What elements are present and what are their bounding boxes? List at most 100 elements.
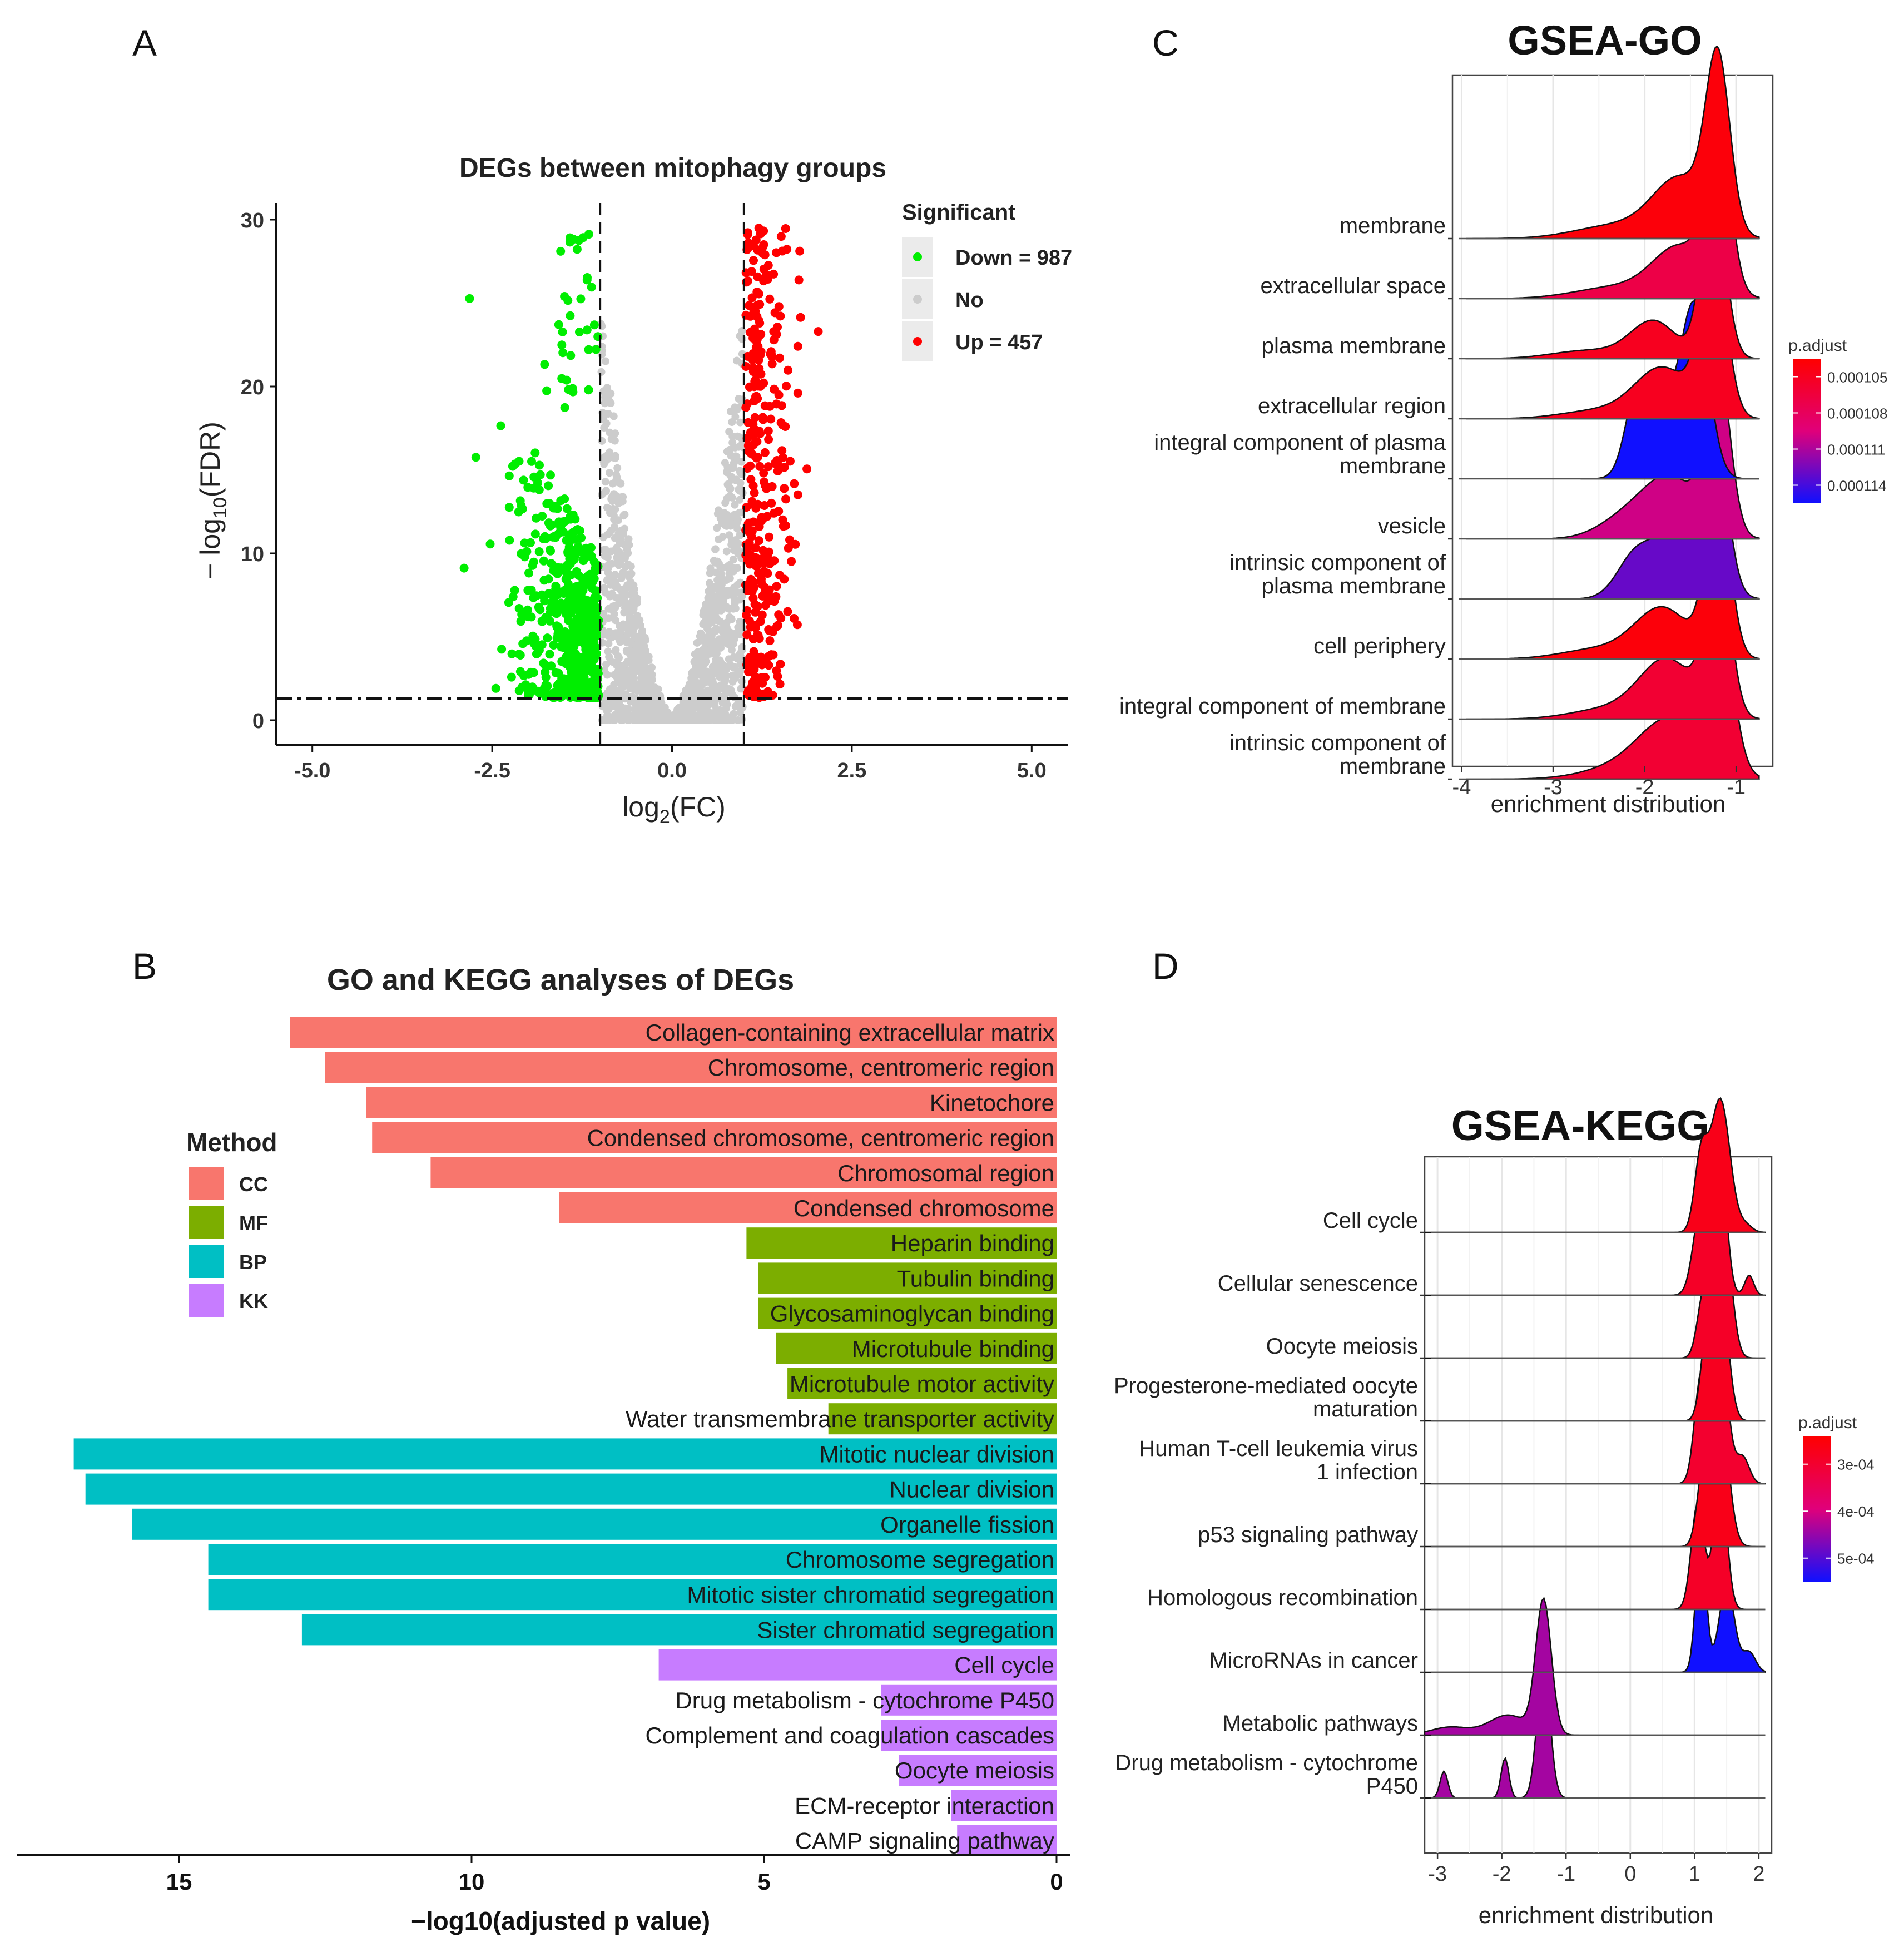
volcano-point-no xyxy=(733,524,742,533)
volcano-point-no xyxy=(622,563,629,571)
ridge-label: Homologous recombination xyxy=(1147,1586,1418,1610)
volcano-point-no xyxy=(636,616,644,625)
volcano-point-no xyxy=(700,688,708,697)
volcano-point-down xyxy=(519,475,528,485)
bar-label: Microtubule binding xyxy=(852,1336,1054,1362)
volcano-point-no xyxy=(711,558,720,567)
volcano-point-no xyxy=(608,580,617,588)
volcano-point-down xyxy=(568,384,577,393)
ridge-label: intrinsic component of xyxy=(1229,731,1446,755)
volcano-point-down xyxy=(515,667,525,676)
volcano-point-up xyxy=(767,359,777,369)
volcano-point-down xyxy=(583,273,592,282)
colorbar-title: p.adjust xyxy=(1788,336,1847,355)
volcano-point-down xyxy=(547,559,556,568)
volcano-point-no xyxy=(731,598,739,607)
volcano-point-no xyxy=(715,535,723,543)
volcano-point-down xyxy=(583,623,593,632)
volcano-legend: Significant Down = 987 No Up = 457 xyxy=(902,200,1072,361)
volcano-y-tick-label: 10 xyxy=(241,543,264,566)
volcano-point-no xyxy=(607,435,616,443)
ridge-label: Cellular senescence xyxy=(1218,1271,1418,1296)
volcano-point-no xyxy=(656,716,665,724)
panel-a: A DEGs between mitophagy groups -5.0 -2.5… xyxy=(132,22,1072,828)
volcano-point-no xyxy=(606,469,613,477)
volcano-point-no xyxy=(613,464,622,472)
volcano-point-down xyxy=(536,688,546,697)
bar-label: Cell cycle xyxy=(954,1652,1054,1678)
bar-legend-label: BP xyxy=(239,1251,267,1274)
volcano-point-up xyxy=(785,457,795,466)
volcano-point-up xyxy=(753,499,762,509)
bar-legend-swatch xyxy=(189,1167,224,1200)
volcano-point-no xyxy=(638,628,646,637)
volcano-point-down xyxy=(545,650,554,659)
volcano-point-up xyxy=(758,678,767,688)
volcano-y-tick-label: 20 xyxy=(241,376,264,399)
volcano-point-up xyxy=(781,422,790,431)
volcano-point-up xyxy=(782,245,792,254)
bar xyxy=(132,1508,1057,1540)
volcano-point-down xyxy=(561,587,571,596)
volcano-point-down xyxy=(538,534,548,543)
bar xyxy=(881,1684,1057,1716)
volcano-point-no xyxy=(610,658,618,667)
volcano-point-up xyxy=(751,623,760,632)
volcano-point-no xyxy=(703,625,712,633)
volcano-point-no xyxy=(624,535,633,543)
volcano-point-no xyxy=(730,653,738,661)
volcano-point-no xyxy=(700,618,708,626)
panel-d: D GSEA-KEGG Drug metabolism - cytochrome… xyxy=(1114,945,1875,1928)
volcano-point-up xyxy=(784,543,793,553)
bar-label: CAMP signaling pathway xyxy=(795,1828,1054,1854)
volcano-point-down xyxy=(582,325,592,335)
volcano-legend-marker xyxy=(913,337,922,346)
volcano-point-no xyxy=(735,395,743,403)
volcano-point-no xyxy=(641,666,649,674)
volcano-point-up xyxy=(781,224,790,233)
volcano-point-no xyxy=(705,613,713,622)
volcano-point-no xyxy=(706,564,715,573)
gsea-kegg-colorbar: p.adjust 3e-04 4e-04 5e-04 xyxy=(1798,1414,1875,1582)
volcano-point-down xyxy=(519,612,528,621)
volcano-point-up xyxy=(742,630,752,640)
bar-x-tick-label: 5 xyxy=(757,1869,770,1895)
volcano-point-up xyxy=(745,301,754,310)
volcano-point-down xyxy=(556,520,564,529)
volcano-point-up xyxy=(763,261,773,270)
volcano-point-down xyxy=(582,689,592,698)
volcano-point-no xyxy=(611,429,619,438)
bar-x-tick-label: 10 xyxy=(459,1869,485,1895)
volcano-point-no xyxy=(629,581,638,589)
volcano-point-no xyxy=(731,403,739,412)
volcano-title: DEGs between mitophagy groups xyxy=(459,153,886,183)
volcano-point-down xyxy=(584,345,593,354)
bar xyxy=(85,1473,1057,1505)
volcano-point-down xyxy=(504,471,514,480)
volcano-x-tick-label: -5.0 xyxy=(294,759,330,782)
bar-legend-label: MF xyxy=(239,1212,268,1235)
volcano-point-up xyxy=(756,577,766,587)
volcano-point-up xyxy=(753,394,762,403)
bar-label: Complement and coagulation cascades xyxy=(646,1722,1054,1748)
volcano-point-up xyxy=(753,369,762,379)
volcano-point-no xyxy=(717,685,726,692)
colorbar-tick-label: 0.000105 xyxy=(1827,369,1887,386)
volcano-legend-label: Up = 457 xyxy=(955,331,1043,354)
panel-label-b: B xyxy=(132,945,157,987)
volcano-point-no xyxy=(604,640,613,648)
volcano-point-down xyxy=(589,320,599,330)
volcano-point-up xyxy=(774,610,784,620)
volcano-point-up xyxy=(784,365,793,375)
volcano-point-up xyxy=(776,660,785,669)
ridge-label: maturation xyxy=(1313,1397,1418,1421)
volcano-point-no xyxy=(616,622,624,630)
volcano-point-up xyxy=(751,656,760,666)
volcano-point-no xyxy=(617,685,626,693)
volcano-point-no xyxy=(726,484,733,493)
volcano-point-no xyxy=(621,584,629,593)
volcano-point-no xyxy=(609,453,617,462)
volcano-point-no xyxy=(681,714,690,722)
ridge-label: intrinsic component of xyxy=(1229,551,1446,575)
volcano-point-down xyxy=(584,543,594,553)
